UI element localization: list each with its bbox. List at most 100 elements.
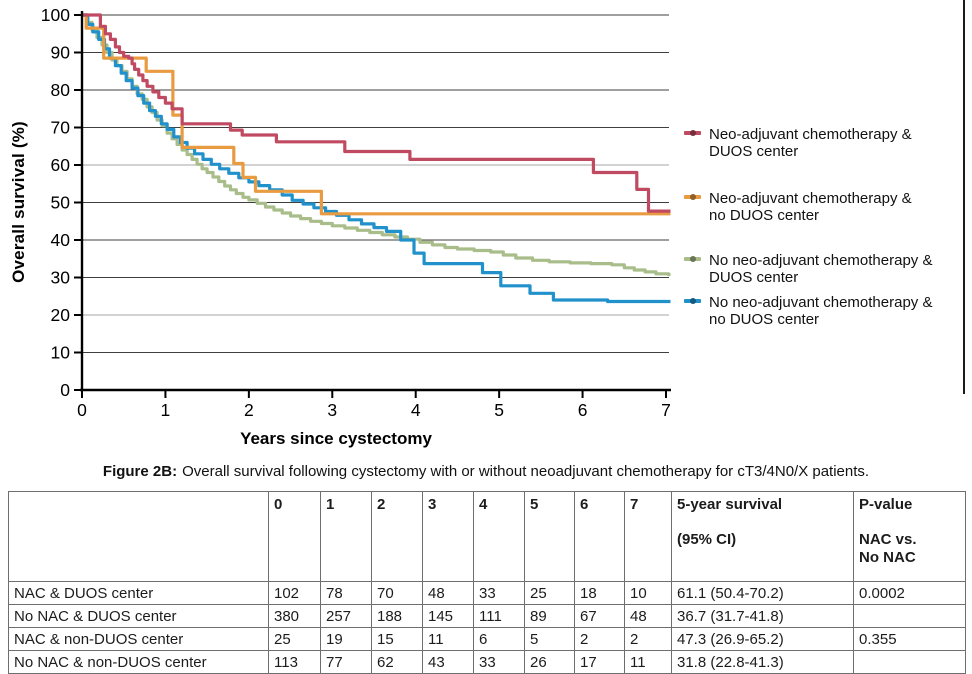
legend-marker-dot [690,256,696,262]
y-tick-label-60: 60 [51,155,71,175]
table-cell-0-6: 18 [574,581,625,605]
y-axis-title: Overall survival (%) [9,121,28,283]
table-header-cell-8: 7 [624,491,672,582]
table-header-row: 0 1 2 3 4 5 6 7 5-year survival (95% CI) P-value … [8,491,966,582]
table-cell-3-2: 62 [371,650,423,674]
row-label-cell: No NAC & non-DUOS center [8,650,269,674]
table-cell-3-6: 17 [574,650,625,674]
table-header-cell-6: 5 [524,491,575,582]
x-tick-label-3: 3 [327,400,337,420]
row-label-cell: No NAC & DUOS center [8,604,269,628]
y-tick-label-30: 30 [51,268,71,288]
survival-curve-2 [82,13,671,277]
legend-item-label: Neo-adjuvant chemotherapy & no DUOS cent… [709,190,912,224]
table-header-cell-1: 0 [268,491,321,582]
y-tick-label-50: 50 [51,193,71,213]
table-cell-3-0: 113 [268,650,321,674]
legend-marker-dot [690,298,696,304]
table-cell-2-9: 0.355 [853,627,966,651]
table-cell-0-0: 102 [268,581,321,605]
figure-right-border [963,0,965,394]
table-header-cell-9: 5-year survival (95% CI) [671,491,854,582]
table-cell-1-6: 67 [574,604,625,628]
table-cell-1-9 [853,604,966,628]
table-row-1: No NAC & DUOS center 380 257 188 145 111 89 67 4… [8,604,966,628]
chart-legend: Neo-adjuvant chemotherapy & DUOS center N… [684,0,969,345]
table-cell-1-3: 145 [422,604,474,628]
table-cell-3-9 [853,650,966,674]
y-tick-label-40: 40 [51,230,71,250]
y-tick-label-90: 90 [51,43,71,63]
table-cell-0-8: 61.1 (50.4-70.2) [671,581,854,605]
caption-label: Figure 2B: [102,463,178,480]
table-cell-0-9: 0.0002 [853,581,966,605]
table-row-3: No NAC & non-DUOS center 113 77 62 43 33 26 17 1… [8,650,966,674]
y-tick-label-20: 20 [51,305,71,325]
y-tick-label-10: 10 [51,343,71,363]
legend-item-label: No neo-adjuvant chemotherapy & no DUOS c… [709,294,933,328]
x-axis-title: Years since cystectomy [240,429,432,448]
table-cell-2-2: 15 [371,627,423,651]
table-cell-0-2: 70 [371,581,423,605]
table-header-cell-5: 4 [473,491,525,582]
table-cell-3-5: 26 [524,650,575,674]
survival-curve-1 [82,13,671,216]
survival-chart: 0 10 20 30 40 50 60 70 80 90 100 0 1 2 3 4 5 6 7 [41,5,671,420]
row-label-cell: NAC & DUOS center [8,581,269,605]
table-cell-0-5: 25 [524,581,575,605]
table-cell-2-7: 2 [624,627,672,651]
table-header-cell-7: 6 [574,491,625,582]
y-tick-label-70: 70 [51,118,71,138]
table-header-cell-4: 3 [422,491,474,582]
table-cell-2-1: 19 [320,627,372,651]
x-tick-label-5: 5 [494,400,504,420]
x-tick-label-0: 0 [77,400,87,420]
table-cell-1-0: 380 [268,604,321,628]
table-cell-1-5: 89 [524,604,575,628]
table-header-cell-10: P-value NAC vs. No NAC [853,491,966,582]
table-row-2: NAC & non-DUOS center 25 19 15 11 6 5 2 2 47.3 (2… [8,627,966,651]
x-tick-label-6: 6 [578,400,588,420]
table-cell-2-4: 6 [473,627,525,651]
legend-item-label: Neo-adjuvant chemotherapy & DUOS center [709,126,912,160]
legend-line-swatch [684,256,701,262]
legend-item-label: No neo-adjuvant chemotherapy & DUOS cent… [709,252,933,286]
legend-marker-dot [690,130,696,136]
x-tick-label-2: 2 [244,400,254,420]
figure-caption: Figure 2B: Overall survival following cys… [0,463,972,480]
table-cell-2-6: 2 [574,627,625,651]
y-tick-label-100: 100 [41,5,70,25]
table-cell-1-2: 188 [371,604,423,628]
table-cell-2-3: 11 [422,627,474,651]
table-row-0: NAC & DUOS center 102 78 70 48 33 25 18 10 61.1 (… [8,581,966,605]
table-cell-1-1: 257 [320,604,372,628]
table-cell-2-8: 47.3 (26.9-65.2) [671,627,854,651]
table-cell-1-4: 111 [473,604,525,628]
table-cell-3-8: 31.8 (22.8-41.3) [671,650,854,674]
numbers-at-risk-table: 0 1 2 3 4 5 6 7 5-year survival (95% CI) P-value … [8,491,966,674]
x-tick-label-1: 1 [161,400,171,420]
survival-curve-3 [82,13,671,304]
table-cell-2-0: 25 [268,627,321,651]
table-cell-3-4: 33 [473,650,525,674]
table-cell-3-3: 43 [422,650,474,674]
table-cell-0-4: 33 [473,581,525,605]
table-header-cell-2: 1 [320,491,372,582]
table-cell-0-7: 10 [624,581,672,605]
table-cell-2-5: 5 [524,627,575,651]
x-tick-label-4: 4 [411,400,421,420]
x-tick-label-7: 7 [661,400,671,420]
legend-line-swatch [684,298,701,304]
table-cell-0-1: 78 [320,581,372,605]
table-header-cell-3: 2 [371,491,423,582]
table-cell-1-7: 48 [624,604,672,628]
legend-line-swatch [684,130,701,136]
legend-marker-dot [690,194,696,200]
table-cell-3-1: 77 [320,650,372,674]
table-cell-0-3: 48 [422,581,474,605]
row-label-cell: NAC & non-DUOS center [8,627,269,651]
table-cell-1-8: 36.7 (31.7-41.8) [671,604,854,628]
survival-curve-0 [82,13,671,213]
legend-line-swatch [684,194,701,200]
